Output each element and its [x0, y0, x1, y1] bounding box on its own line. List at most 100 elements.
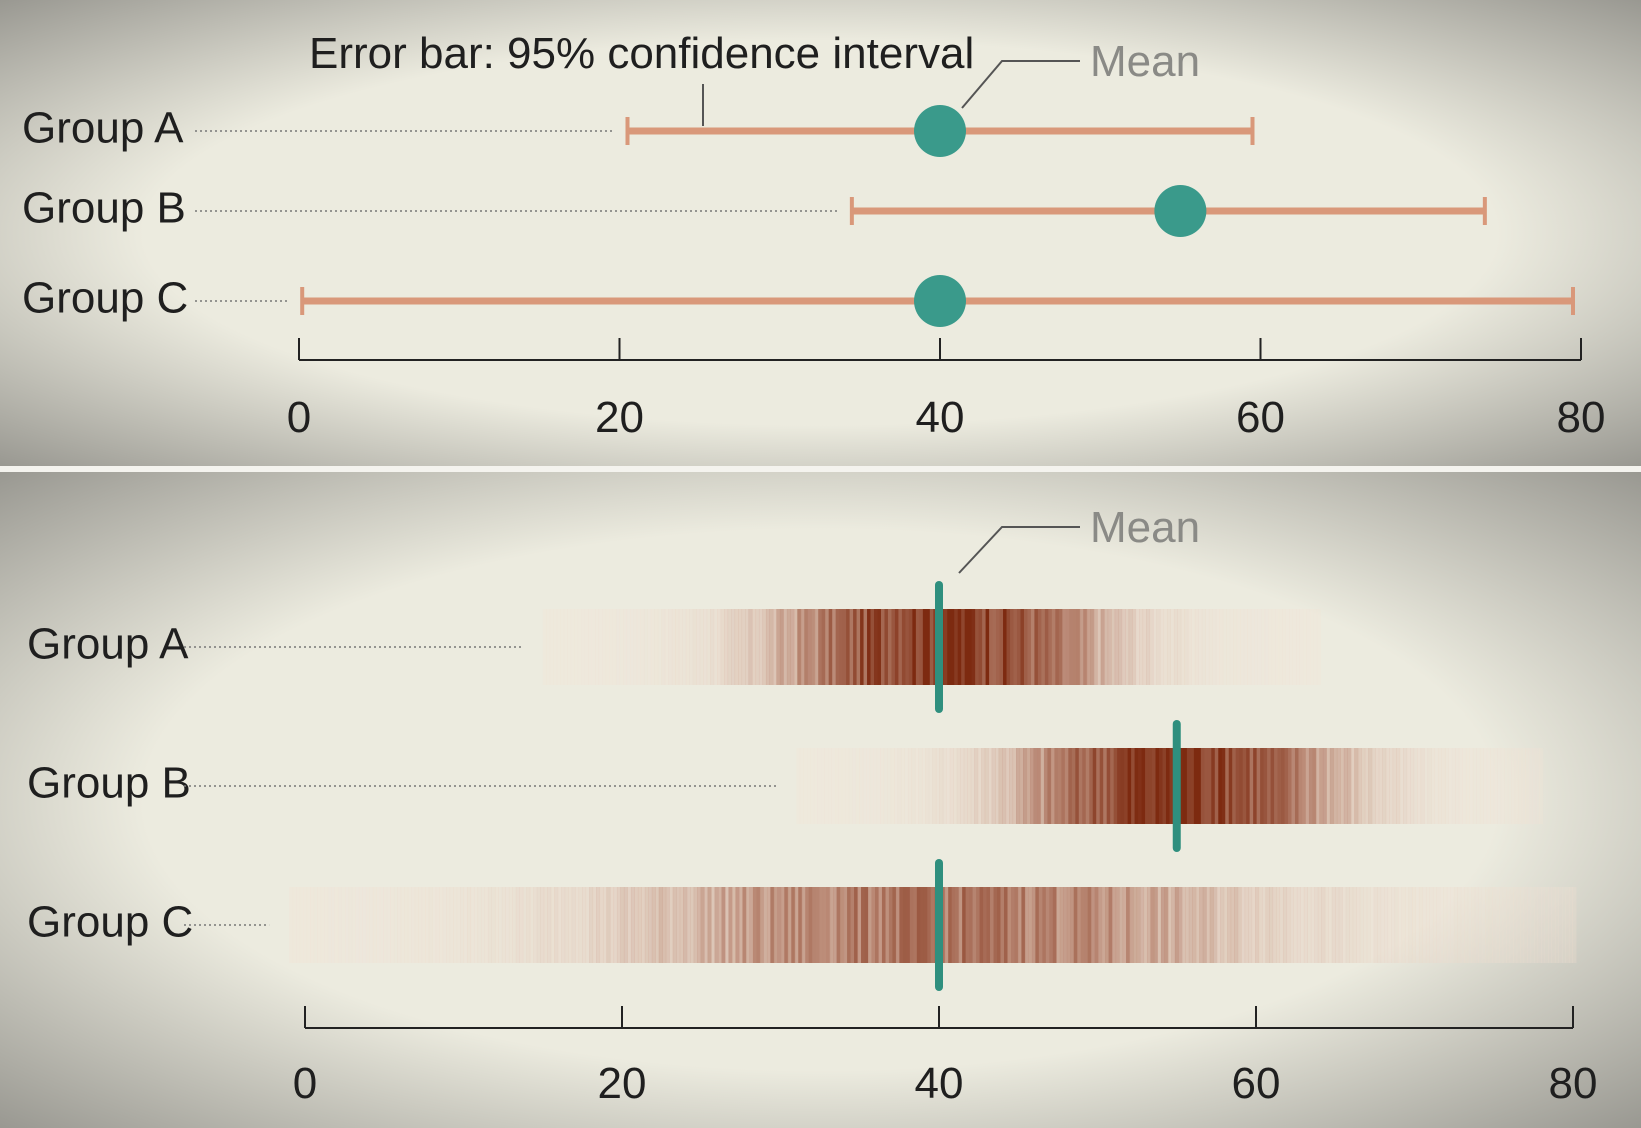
distribution-stripe — [876, 748, 881, 824]
distribution-stripe — [1481, 887, 1486, 963]
distribution-stripe — [1033, 748, 1038, 824]
distribution-stripe — [1261, 609, 1266, 685]
distribution-stripe — [817, 748, 822, 824]
distribution-stripe — [707, 887, 712, 963]
distribution-stripe — [748, 609, 753, 685]
distribution-stripe — [811, 609, 816, 685]
distribution-stripe — [602, 609, 607, 685]
distribution-stripe — [1057, 748, 1062, 824]
distribution-stripe — [1178, 887, 1183, 963]
distribution-stripe — [1061, 748, 1066, 824]
distribution-stripe — [755, 609, 760, 685]
distribution-stripe — [421, 887, 426, 963]
distribution-stripe — [630, 887, 635, 963]
distribution-stripe — [714, 887, 719, 963]
distribution-stripe — [1413, 748, 1418, 824]
category-label: Group A — [22, 104, 184, 153]
distribution-stripe — [1492, 887, 1497, 963]
distribution-stripe — [640, 609, 645, 685]
distribution-stripe — [1079, 609, 1084, 685]
distribution-stripe — [832, 609, 837, 685]
distribution-stripe — [1127, 748, 1132, 824]
distribution-stripe — [542, 609, 547, 685]
distribution-stripe — [1418, 887, 1424, 963]
distribution-stripe — [1150, 887, 1155, 963]
distribution-stripe — [1152, 748, 1157, 824]
distribution-stripe — [425, 887, 430, 963]
distribution-stripe — [612, 609, 617, 685]
distribution-stripe — [932, 748, 937, 824]
distribution-stripe — [675, 609, 680, 685]
distribution-stripe — [1406, 748, 1411, 824]
distribution-stripe — [1005, 748, 1010, 824]
distribution-stripe — [921, 748, 926, 824]
distribution-stripe — [1129, 887, 1134, 963]
distribution-stripe — [561, 887, 566, 963]
distribution-stripe — [887, 609, 893, 685]
distribution-stripe — [1504, 748, 1509, 824]
distribution-stripe — [1166, 609, 1172, 685]
distribution-stripe — [780, 887, 785, 963]
errorbar-panel: Error bar: 95% confidence interval Mean … — [22, 29, 1605, 442]
error-bar-annotation: Error bar: 95% confidence interval — [309, 29, 974, 78]
distribution-stripe — [763, 887, 768, 963]
distribution-stripe — [1020, 609, 1025, 685]
distribution-stripe — [400, 887, 405, 963]
distribution-stripe — [1349, 887, 1354, 963]
distribution-stripe — [1370, 887, 1375, 963]
distribution-stripe — [835, 609, 840, 685]
distribution-stripe — [956, 748, 961, 824]
distribution-stripe — [1368, 748, 1373, 824]
distribution-stripe — [800, 609, 805, 685]
distribution-stripe — [993, 887, 998, 963]
distribution-stripe — [843, 887, 848, 963]
distribution-stripe — [888, 887, 893, 963]
distribution-stripe — [615, 609, 621, 685]
mean-annotation-pointer — [958, 526, 1080, 574]
distribution-stripe — [668, 609, 673, 685]
distribution-stripe — [591, 609, 596, 685]
distribution-stripe — [683, 887, 688, 963]
distribution-stripe — [791, 887, 796, 963]
distribution-stripe — [1281, 609, 1287, 685]
distribution-stripe — [1309, 609, 1314, 685]
distribution-stripe — [920, 887, 925, 963]
distribution-stripe — [355, 887, 360, 963]
distribution-stripe — [549, 609, 554, 685]
distribution-stripe — [874, 609, 879, 685]
distribution-stripe — [752, 887, 758, 963]
distribution-stripe — [1218, 748, 1223, 824]
distribution-stripe — [1199, 887, 1204, 963]
distribution-stripe — [491, 887, 496, 963]
distribution-stripe — [1528, 748, 1533, 824]
distribution-stripe — [805, 887, 810, 963]
distribution-stripe — [964, 609, 969, 685]
distribution-stripe — [348, 887, 353, 963]
distribution-stripe — [799, 748, 804, 824]
distribution-stripe — [1052, 887, 1057, 963]
distribution-stripe — [972, 887, 977, 963]
distribution-stripe — [1539, 748, 1544, 824]
distribution-stripe — [1424, 748, 1429, 824]
distribution-stripe — [626, 609, 631, 685]
x-tick-label: 20 — [595, 393, 644, 442]
distribution-stripe — [806, 748, 811, 824]
distribution-stripe — [1014, 887, 1019, 963]
distribution-stripe — [605, 609, 610, 685]
distribution-stripe — [1106, 748, 1111, 824]
distribution-stripe — [456, 887, 461, 963]
distribution-band — [542, 609, 1321, 685]
distribution-stripe — [1114, 609, 1119, 685]
distribution-stripe — [833, 887, 838, 963]
distribution-stripe — [1083, 609, 1088, 685]
distribution-stripe — [1084, 887, 1089, 963]
distribution-stripe — [1034, 609, 1039, 685]
distribution-stripe — [944, 887, 949, 963]
distribution-stripe — [1378, 748, 1383, 824]
distribution-stripe — [1078, 748, 1083, 824]
distribution-stripe — [1247, 609, 1252, 685]
distribution-stripe — [616, 887, 622, 963]
distribution-stripe — [1495, 887, 1500, 963]
distribution-stripe — [1319, 748, 1324, 824]
distribution-stripe — [1019, 748, 1024, 824]
